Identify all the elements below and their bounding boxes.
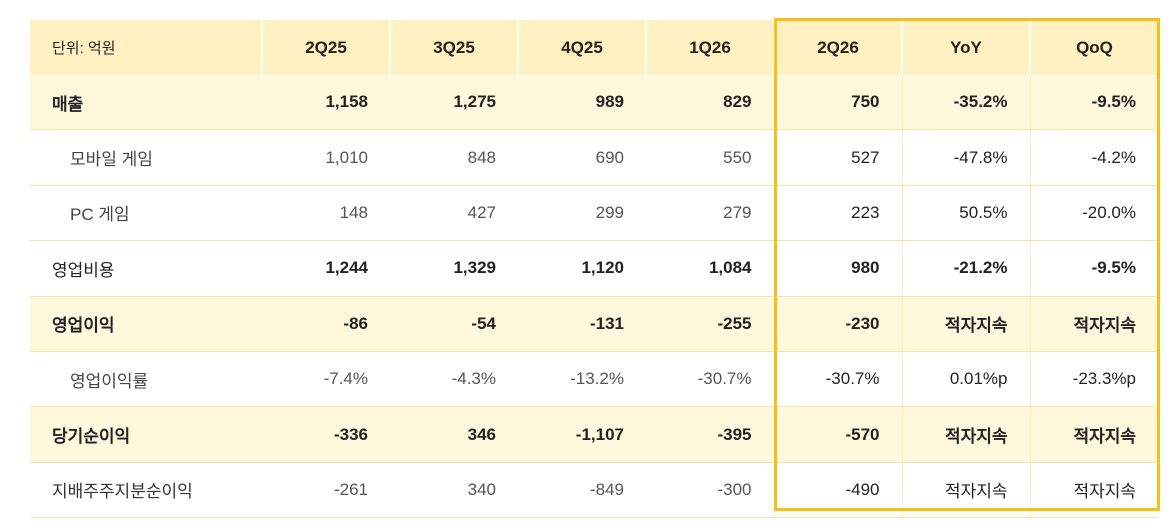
cell-value: 829 xyxy=(646,75,774,131)
column-header: YoY xyxy=(901,20,1030,75)
cell-value: -54 xyxy=(390,296,518,352)
cell-value: 1,120 xyxy=(518,240,646,297)
cell-value: -1,107 xyxy=(518,406,646,463)
row-label: 지배주주지분순이익 xyxy=(30,462,262,519)
cell-value: -13.2% xyxy=(518,351,646,408)
cell-value: 1,158 xyxy=(262,75,390,131)
cell-value: -23.3%p xyxy=(1029,351,1158,408)
unit-label: 단위: 억원 xyxy=(30,20,262,75)
cell-value: 적자지속 xyxy=(901,406,1030,463)
cell-value: 0.01%p xyxy=(901,351,1030,408)
cell-value: 848 xyxy=(390,129,518,186)
table-row: 영업비용 1,244 1,329 1,120 1,084 980 -21.2% -9.5% xyxy=(30,240,1158,297)
table-row: 모바일 게임 1,010 848 690 550 527 -47.8% -4.2% xyxy=(30,129,1158,186)
cell-value: 989 xyxy=(518,75,646,131)
cell-value: 적자지속 xyxy=(901,462,1030,519)
row-label: 모바일 게임 xyxy=(30,129,262,186)
column-header: 3Q25 xyxy=(389,20,518,75)
cell-value: -849 xyxy=(518,462,646,519)
table-row: 영업이익률 -7.4% -4.3% -13.2% -30.7% -30.7% 0.01%p -… xyxy=(30,351,1158,408)
table-row: 당기순이익 -336 346 -1,107 -395 -570 적자지속 적자지속 xyxy=(30,406,1158,463)
cell-value: -21.2% xyxy=(901,240,1030,297)
column-header: 2Q26 xyxy=(773,20,902,75)
cell-value: -131 xyxy=(518,296,646,352)
cell-value: 148 xyxy=(262,185,390,242)
column-header: 2Q25 xyxy=(261,20,390,75)
row-label: 영업이익률 xyxy=(30,351,262,408)
table-header: 단위: 억원 2Q25 3Q25 4Q25 1Q26 2Q26 YoY QoQ xyxy=(30,20,1158,75)
cell-value: -9.5% xyxy=(1029,75,1158,131)
cell-value: 1,244 xyxy=(262,240,390,297)
cell-value: 340 xyxy=(390,462,518,519)
table-wrap: 단위: 억원 2Q25 3Q25 4Q25 1Q26 2Q26 YoY QoQ 매출 1,158… xyxy=(30,20,1160,519)
cell-value: -4.3% xyxy=(390,351,518,408)
cell-value: 1,010 xyxy=(262,129,390,186)
cell-value: 적자지속 xyxy=(901,296,1030,352)
table-row: 영업이익 -86 -54 -131 -255 -230 적자지속 적자지속 xyxy=(30,296,1158,352)
cell-value: 980 xyxy=(773,240,902,297)
cell-value: -4.2% xyxy=(1029,129,1158,186)
cell-value: 50.5% xyxy=(901,185,1030,242)
cell-value: -30.7% xyxy=(773,351,902,408)
cell-value: -20.0% xyxy=(1029,185,1158,242)
cell-value: -336 xyxy=(262,406,390,463)
cell-value: 적자지속 xyxy=(1029,406,1158,463)
cell-value: -230 xyxy=(773,296,902,352)
column-header: 4Q25 xyxy=(517,20,646,75)
table-body: 매출 1,158 1,275 989 829 750 -35.2% -9.5% 모바일 게임 1,… xyxy=(30,75,1158,519)
column-header: 1Q26 xyxy=(645,20,774,75)
table-row: 지배주주지분순이익 -261 340 -849 -300 -490 적자지속 적자지속 xyxy=(30,462,1158,519)
table-row: PC 게임 148 427 299 279 223 50.5% -20.0% xyxy=(30,185,1158,242)
cell-value: 527 xyxy=(773,129,902,186)
cell-value: 299 xyxy=(518,185,646,242)
row-label: 당기순이익 xyxy=(30,406,262,463)
cell-value: 1,084 xyxy=(646,240,774,297)
cell-value: 750 xyxy=(773,75,902,131)
cell-value: 690 xyxy=(518,129,646,186)
cell-value: 1,275 xyxy=(390,75,518,131)
table-row: 매출 1,158 1,275 989 829 750 -35.2% -9.5% xyxy=(30,75,1158,131)
row-label: 영업이익 xyxy=(30,296,262,352)
cell-value: -570 xyxy=(773,406,902,463)
cell-value: -7.4% xyxy=(262,351,390,408)
header-row: 단위: 억원 2Q25 3Q25 4Q25 1Q26 2Q26 YoY QoQ xyxy=(30,20,1158,75)
row-label: PC 게임 xyxy=(30,185,262,242)
cell-value: -30.7% xyxy=(646,351,774,408)
cell-value: 223 xyxy=(773,185,902,242)
cell-value: -261 xyxy=(262,462,390,519)
financial-table: 단위: 억원 2Q25 3Q25 4Q25 1Q26 2Q26 YoY QoQ 매출 1,158… xyxy=(30,20,1158,519)
cell-value: -395 xyxy=(646,406,774,463)
cell-value: 427 xyxy=(390,185,518,242)
cell-value: -490 xyxy=(773,462,902,519)
cell-value: -255 xyxy=(646,296,774,352)
cell-value: 346 xyxy=(390,406,518,463)
cell-value: -47.8% xyxy=(901,129,1030,186)
cell-value: 279 xyxy=(646,185,774,242)
row-label: 영업비용 xyxy=(30,240,262,297)
cell-value: 550 xyxy=(646,129,774,186)
cell-value: -86 xyxy=(262,296,390,352)
cell-value: -9.5% xyxy=(1029,240,1158,297)
row-label: 매출 xyxy=(30,75,262,131)
cell-value: 적자지속 xyxy=(1029,296,1158,352)
cell-value: -300 xyxy=(646,462,774,519)
cell-value: -35.2% xyxy=(901,75,1030,131)
column-header: QoQ xyxy=(1029,20,1158,75)
cell-value: 적자지속 xyxy=(1029,462,1158,519)
cell-value: 1,329 xyxy=(390,240,518,297)
